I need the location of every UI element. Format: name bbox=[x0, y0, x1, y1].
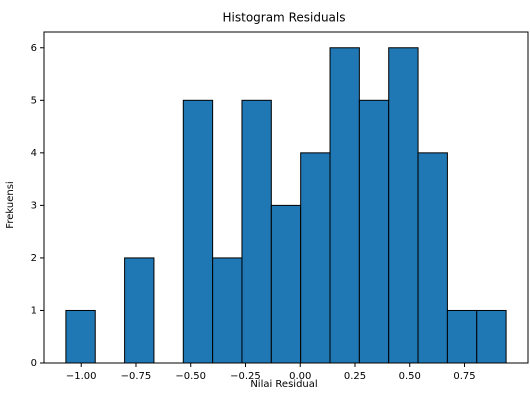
bar bbox=[124, 257, 155, 364]
x-tick-label: 0.75 bbox=[453, 371, 475, 382]
bar bbox=[476, 309, 507, 364]
y-tick-label: 0 bbox=[31, 358, 37, 369]
bar bbox=[270, 204, 302, 364]
y-tick-label: 3 bbox=[31, 200, 37, 211]
bar bbox=[358, 99, 390, 364]
y-tick-label: 6 bbox=[31, 43, 37, 54]
y-tick-label: 2 bbox=[31, 253, 37, 264]
bar bbox=[212, 257, 243, 364]
bar bbox=[446, 309, 478, 364]
y-axis-label: Frekuensi bbox=[5, 181, 16, 228]
plot-frame bbox=[43, 31, 529, 364]
bar bbox=[182, 99, 214, 364]
bar bbox=[300, 152, 331, 364]
x-tick-label: −0.75 bbox=[121, 371, 152, 382]
x-tick-label: 0.00 bbox=[289, 371, 311, 382]
y-tick-label: 5 bbox=[31, 95, 37, 106]
x-tick-label: 0.25 bbox=[344, 371, 366, 382]
bar bbox=[329, 47, 360, 364]
bar bbox=[388, 47, 419, 364]
y-tick-label: 1 bbox=[31, 305, 37, 316]
chart-title: Histogram Residuals bbox=[223, 11, 346, 25]
x-tick-label: 0.50 bbox=[399, 371, 421, 382]
bar bbox=[417, 152, 448, 364]
x-tick-label: −0.50 bbox=[175, 371, 206, 382]
x-axis-label: Nilai Residual bbox=[250, 379, 317, 390]
bar bbox=[65, 309, 96, 364]
x-tick-label: −1.00 bbox=[66, 371, 97, 382]
bar bbox=[241, 99, 272, 364]
y-tick-label: 4 bbox=[31, 148, 37, 159]
x-tick-label: −0.25 bbox=[230, 371, 261, 382]
